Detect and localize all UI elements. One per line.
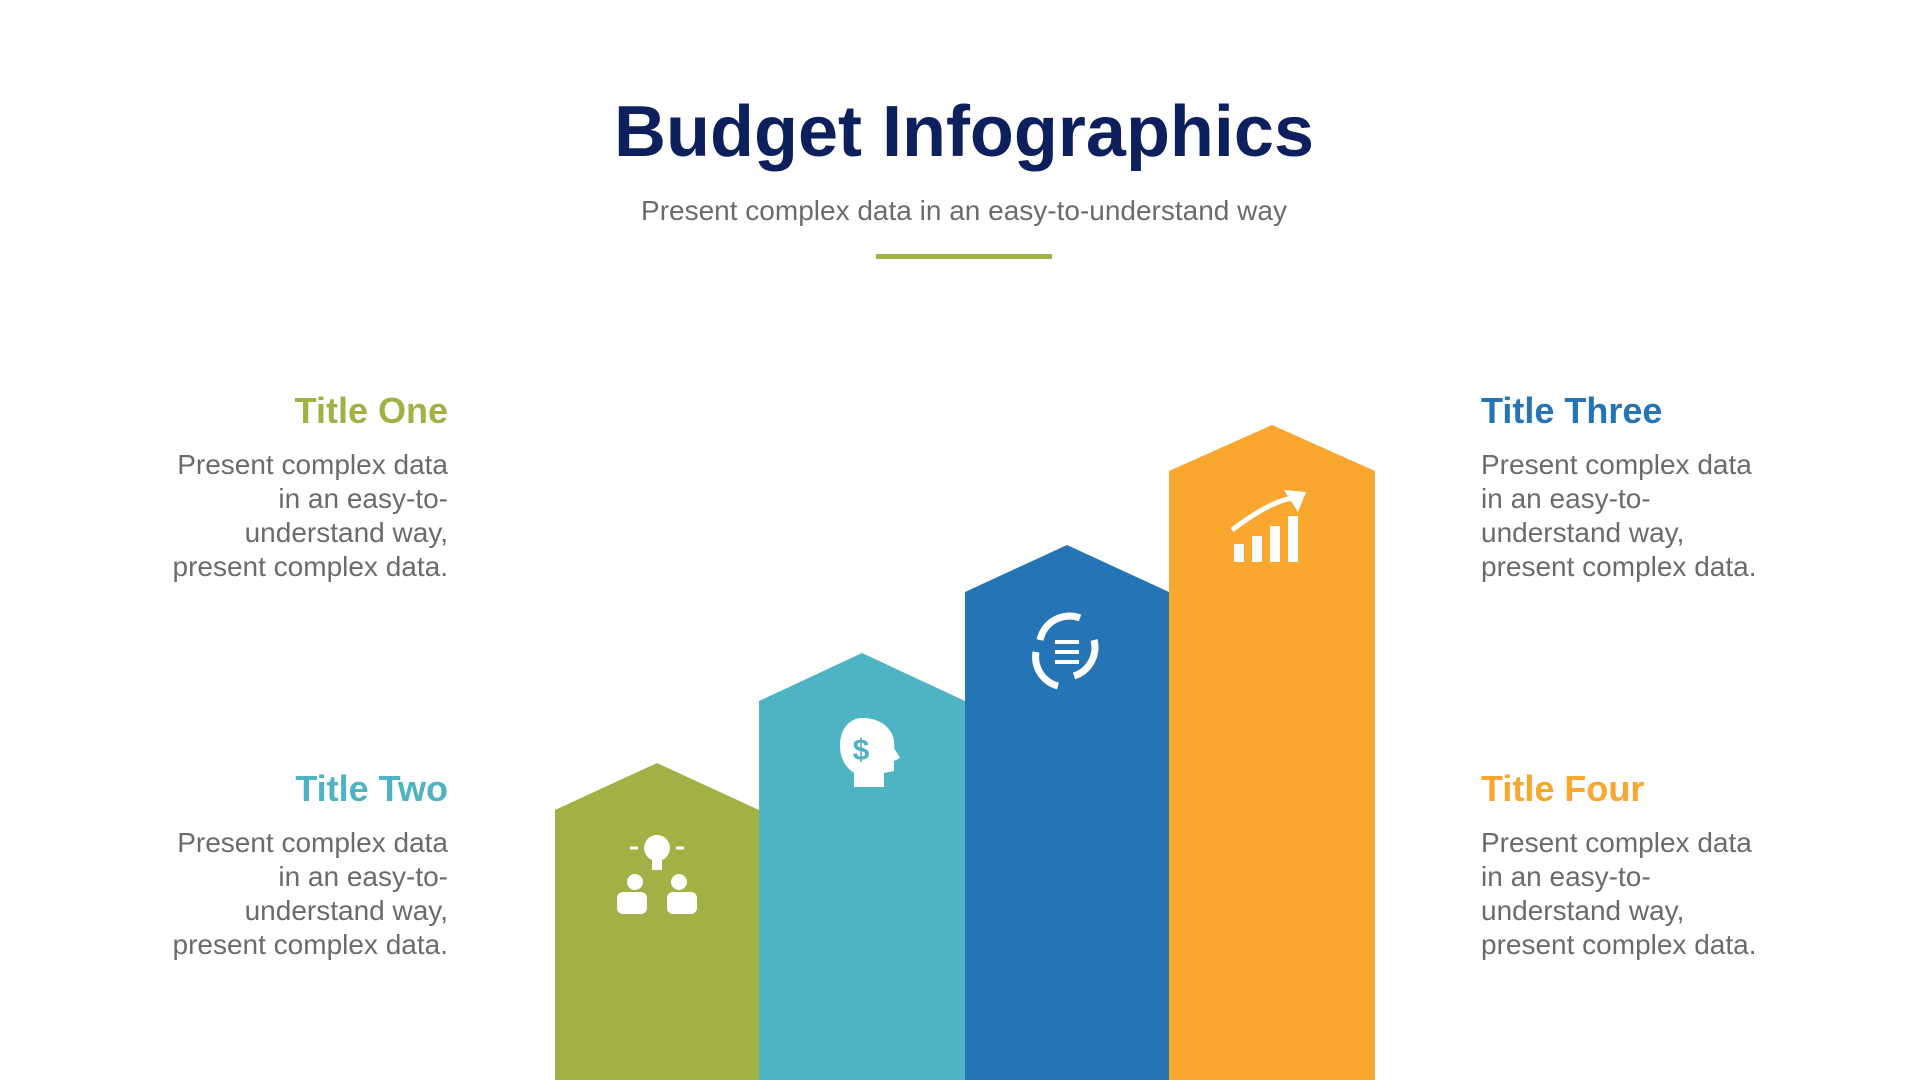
icon-cycle — [1032, 612, 1099, 690]
item-text: present complex data. — [1481, 551, 1757, 582]
icon-money-head: $ — [840, 718, 900, 787]
item-text: Present complex data — [1481, 449, 1752, 480]
item-text: present complex data. — [173, 929, 449, 960]
step-4 — [1169, 425, 1375, 1080]
item-text: present complex data. — [173, 551, 449, 582]
item-text: understand way, — [1481, 895, 1684, 926]
step-1 — [555, 763, 759, 1080]
svg-text:$: $ — [853, 734, 870, 767]
item-title: Title One — [295, 390, 448, 431]
item-text: in an easy-to- — [278, 483, 448, 514]
item-text: understand way, — [245, 517, 448, 548]
item-text: Present complex data — [177, 449, 448, 480]
item-title: Title Four — [1481, 768, 1644, 809]
item-text: in an easy-to- — [1481, 483, 1651, 514]
item-text: understand way, — [245, 895, 448, 926]
item-text: Present complex data — [1481, 827, 1752, 858]
item-text: in an easy-to- — [1481, 861, 1651, 892]
item-text: in an easy-to- — [278, 861, 448, 892]
step-2 — [759, 653, 965, 1080]
divider — [876, 254, 1052, 259]
icon-growth — [1230, 490, 1306, 562]
item-text: understand way, — [1481, 517, 1684, 548]
item-title: Title Three — [1481, 390, 1662, 431]
item-title: Title Two — [295, 768, 448, 809]
step-3 — [965, 545, 1169, 1080]
item-text: present complex data. — [1481, 929, 1757, 960]
item-text: Present complex data — [177, 827, 448, 858]
page-title: Budget Infographics — [614, 92, 1314, 172]
page-subtitle: Present complex data in an easy-to-under… — [641, 195, 1287, 226]
icon-idea — [617, 835, 697, 914]
